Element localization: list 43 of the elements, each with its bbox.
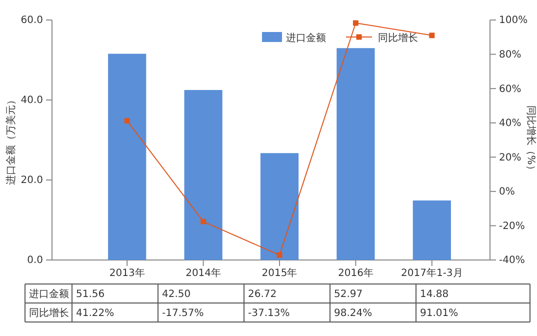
data-label: -37.13% [248, 308, 290, 319]
point [352, 20, 358, 26]
y-tick-label: 0.0 [27, 255, 43, 266]
bar [336, 48, 375, 260]
legend-label: 同比增长 [378, 32, 418, 44]
data-label: 91.01% [420, 308, 458, 319]
data-label: 98.24% [334, 308, 372, 319]
y2-tick-label: -40% [499, 255, 525, 266]
y2-tick-label: 0% [499, 186, 515, 198]
x-tick-label: 2017年1-3月 [401, 267, 463, 280]
y-tick-label: 60.0 [20, 15, 43, 26]
x-tick-label: 2016年 [338, 267, 374, 280]
y2-tick-label: -20% [499, 220, 525, 232]
x-tick-label: 2015年 [262, 267, 298, 280]
data-label: 42.50 [162, 289, 191, 300]
x-tick-label: 2014年 [186, 267, 222, 280]
y-tick-label: 40.0 [20, 95, 43, 106]
legend-label: 进口金额 [286, 32, 326, 44]
text: 进口金额 [29, 289, 69, 300]
y2-axis-title: 同比增长（%） [525, 105, 537, 175]
data-label: 41.22% [76, 308, 114, 319]
point [200, 218, 206, 224]
bar [108, 54, 146, 260]
y2-tick-label: 60% [499, 84, 522, 95]
y2-tick-label: 20% [499, 152, 522, 164]
y2-tick-label: 100% [499, 15, 528, 26]
point [276, 252, 282, 258]
data-label: -17.57% [162, 308, 204, 319]
y-axis-title: 进口金额（万美元） [5, 95, 17, 185]
data-label: 14.88 [420, 289, 449, 300]
point [124, 118, 130, 124]
x-tick-label: 2013年 [109, 267, 145, 280]
text: 同比增长 [29, 308, 69, 319]
point [429, 32, 435, 38]
bar [184, 90, 222, 260]
y2-tick-label: 80% [499, 49, 522, 60]
data-label: 52.97 [334, 289, 363, 300]
data-label: 51.56 [76, 289, 105, 300]
bar [260, 153, 299, 260]
y2-tick-label: 40% [499, 118, 522, 130]
data-label: 26.72 [248, 289, 277, 300]
bar [412, 200, 451, 260]
y-tick-label: 20.0 [20, 175, 43, 186]
